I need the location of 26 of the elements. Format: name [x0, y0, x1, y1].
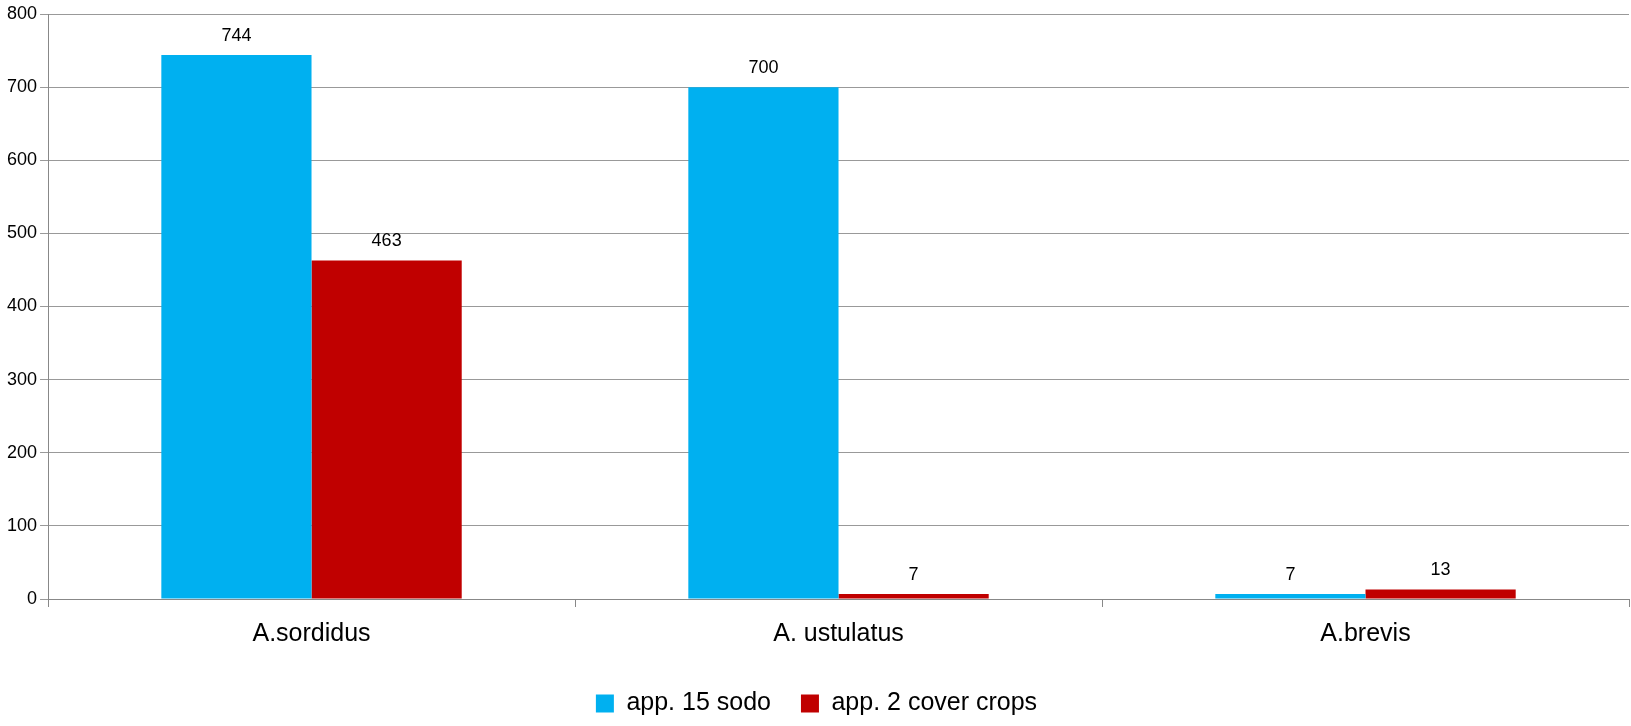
y-tick-label: 0 — [27, 587, 38, 608]
data-label: 7 — [908, 563, 919, 584]
x-tick-label: A.sordidus — [252, 617, 371, 646]
y-tick-label: 300 — [6, 368, 38, 389]
y-tick-label: 600 — [6, 149, 38, 170]
data-label: 700 — [748, 57, 779, 78]
bar — [1215, 593, 1366, 599]
y-tick-label: 100 — [6, 514, 38, 535]
x-tick-label: A.brevis — [1320, 617, 1411, 646]
y-tick-label: 700 — [6, 76, 38, 97]
bar — [161, 54, 312, 599]
data-label: 463 — [371, 230, 402, 251]
y-tick-label: 800 — [6, 2, 38, 23]
data-label: 744 — [221, 24, 252, 45]
bar — [688, 87, 839, 599]
bar — [838, 593, 989, 599]
data-label: 13 — [1430, 559, 1451, 580]
data-label: 7 — [1285, 563, 1296, 584]
bar — [1365, 589, 1516, 599]
y-tick-label: 500 — [6, 222, 38, 243]
y-tick-label: 400 — [6, 295, 38, 316]
y-tick-label: 200 — [6, 441, 38, 462]
legend-label: app. 2 cover crops — [831, 687, 1038, 716]
bar — [311, 260, 462, 599]
x-tick-label: A. ustulatus — [773, 617, 904, 646]
legend-label: app. 15 sodo — [626, 687, 771, 716]
